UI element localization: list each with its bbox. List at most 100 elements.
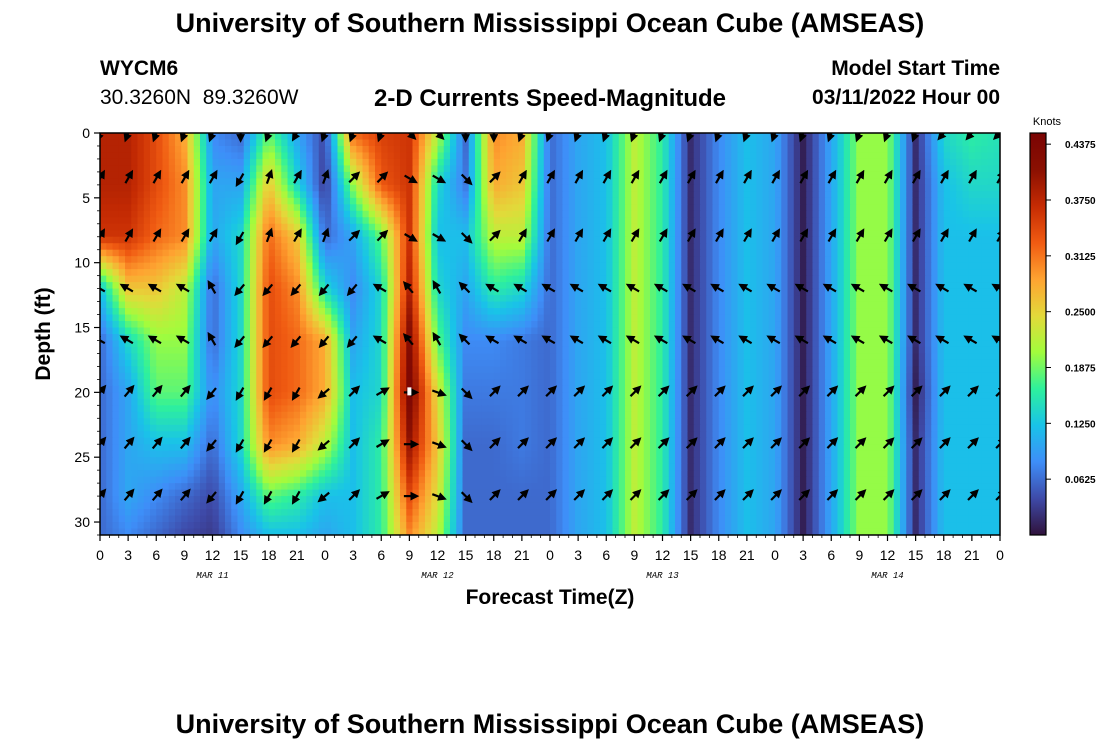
heatmap-cell [843, 243, 851, 251]
heatmap-cell [906, 243, 914, 251]
heatmap-cell [406, 158, 414, 167]
heatmap-cell [862, 191, 870, 199]
heatmap-cell [312, 210, 320, 218]
heatmap-cell [731, 165, 739, 173]
heatmap-cell [500, 269, 507, 277]
heatmap-cell [218, 256, 226, 264]
heatmap-cell [306, 210, 314, 218]
heatmap-cell [293, 353, 301, 361]
heatmap-cell [150, 210, 157, 218]
heatmap-cell [868, 327, 876, 335]
heatmap-cell [318, 139, 326, 147]
heatmap-cell [531, 249, 539, 257]
heatmap-cell [350, 204, 357, 212]
heatmap-cell [493, 249, 501, 257]
heatmap-cell [456, 184, 464, 192]
heatmap-cell [156, 204, 164, 212]
heatmap-cell [131, 145, 139, 154]
heatmap-cell [825, 256, 832, 264]
heatmap-cell [512, 243, 520, 251]
heatmap-cell [293, 301, 301, 309]
heatmap-cell [462, 184, 470, 192]
heatmap-cell [962, 236, 970, 244]
heatmap-cell [806, 230, 814, 238]
heatmap-cell [625, 269, 632, 277]
heatmap-cell [743, 158, 751, 167]
heatmap-cell [106, 256, 114, 264]
heatmap-cell [937, 243, 945, 251]
heatmap-cell [462, 139, 470, 147]
heatmap-cell [787, 178, 795, 186]
heatmap-cell [506, 243, 514, 251]
heatmap-cell [587, 282, 595, 290]
heatmap-cell [156, 353, 164, 361]
heatmap-cell [162, 249, 170, 257]
heatmap-cell [693, 184, 701, 192]
heatmap-cell [543, 184, 551, 192]
heatmap-cell [518, 346, 526, 355]
heatmap-cell [906, 275, 914, 283]
heatmap-cell [831, 145, 839, 154]
heatmap-cell [950, 184, 957, 192]
heatmap-cell [600, 314, 607, 322]
heatmap-cell [100, 158, 107, 167]
heatmap-cell [356, 139, 364, 147]
heatmap-cell [768, 314, 776, 322]
heatmap-cell [137, 230, 145, 238]
heatmap-cell [118, 210, 126, 218]
heatmap-cell [462, 197, 470, 205]
heatmap-cell [368, 158, 376, 167]
heatmap-cell [300, 295, 307, 303]
heatmap-cell [412, 308, 420, 316]
heatmap-cell [231, 236, 239, 244]
heatmap-cell [531, 243, 539, 251]
heatmap-cell [868, 321, 876, 329]
heatmap-cell [668, 171, 676, 179]
heatmap-cell [806, 321, 814, 329]
heatmap-cell [987, 165, 995, 173]
heatmap-cell [362, 314, 370, 322]
heatmap-cell [381, 236, 389, 244]
heatmap-cell [381, 301, 389, 309]
heatmap-cell [950, 165, 957, 173]
heatmap-cell [718, 217, 726, 225]
heatmap-cell [281, 256, 289, 264]
heatmap-cell [325, 249, 332, 257]
heatmap-cell [550, 275, 557, 283]
heatmap-cell [400, 327, 407, 335]
heatmap-cell [162, 269, 170, 277]
heatmap-cell [568, 275, 576, 283]
heatmap-cell [443, 158, 451, 167]
heatmap-cell [200, 223, 207, 231]
heatmap-cell [631, 184, 639, 192]
heatmap-cell [637, 249, 645, 257]
heatmap-cell [687, 295, 695, 303]
heatmap-cell [450, 165, 457, 173]
heatmap-cell [337, 204, 345, 212]
heatmap-cell [668, 139, 676, 147]
heatmap-cell [787, 295, 795, 303]
heatmap-cell [693, 178, 701, 186]
heatmap-cell [718, 256, 726, 264]
heatmap-cell [306, 269, 314, 277]
heatmap-cell [618, 282, 626, 290]
heatmap-cell [568, 340, 576, 348]
heatmap-cell [131, 321, 139, 329]
heatmap-cell [481, 139, 489, 147]
heatmap-cell [156, 282, 164, 290]
heatmap-cell [506, 165, 514, 173]
heatmap-cell [750, 295, 757, 303]
heatmap-cell [575, 178, 582, 186]
heatmap-cell [281, 340, 289, 348]
heatmap-cell [237, 314, 245, 322]
heatmap-cell [750, 184, 757, 192]
heatmap-cell [512, 236, 520, 244]
heatmap-cell [681, 321, 689, 329]
heatmap-cell [456, 145, 464, 154]
heatmap-cell [262, 346, 270, 355]
heatmap-cell [443, 249, 451, 257]
heatmap-cell [475, 282, 482, 290]
heatmap-cell [850, 236, 857, 244]
heatmap-cell [418, 314, 426, 322]
heatmap-cell [443, 171, 451, 179]
